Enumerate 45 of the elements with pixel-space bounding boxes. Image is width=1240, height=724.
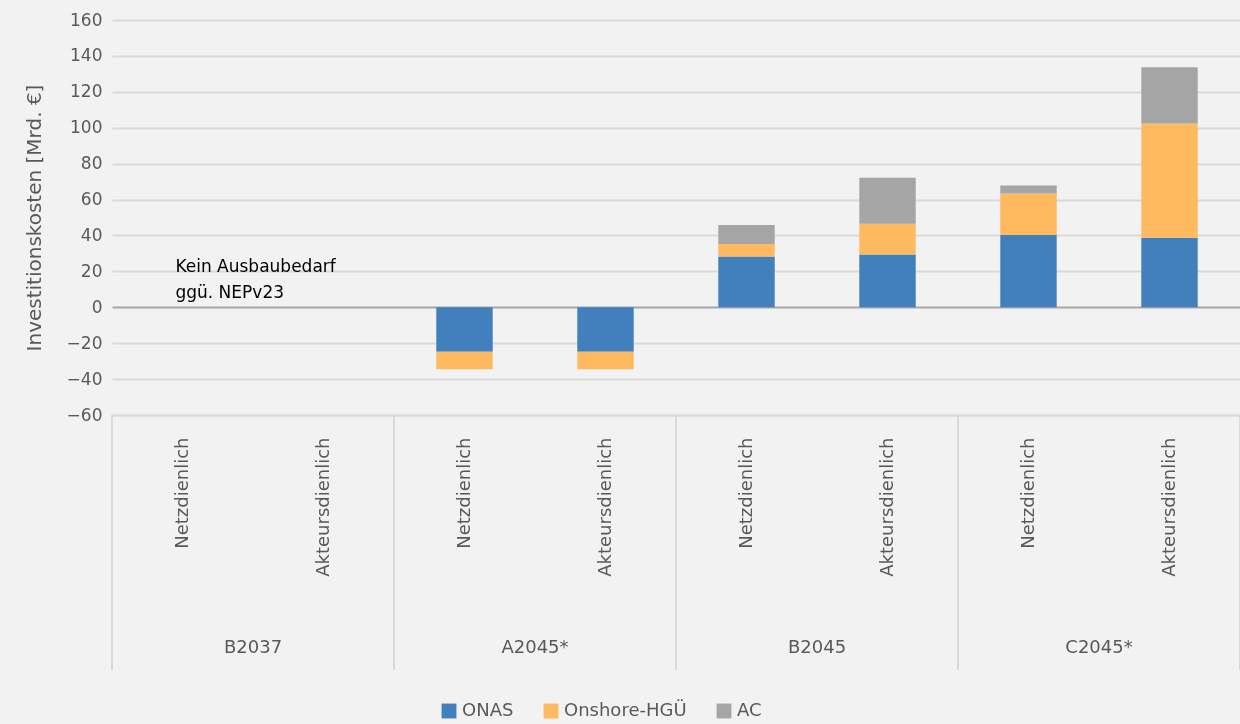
text: A2045* <box>501 636 569 657</box>
y-tick-label: 0 <box>91 296 103 317</box>
x-tick-label: Akteursdienlich <box>875 437 897 577</box>
bar <box>577 307 634 352</box>
bar <box>718 225 775 245</box>
bar <box>577 351 634 370</box>
bar <box>1141 67 1198 124</box>
x-tick-label: Netzdienlich <box>734 437 756 549</box>
y-tick-label: 40 <box>80 224 103 245</box>
y-tick-label: −40 <box>66 368 103 389</box>
y-tick-label: 20 <box>80 260 103 281</box>
x-tick-label: Akteursdienlich <box>1157 437 1179 577</box>
y-tick-label: 120 <box>70 81 103 102</box>
bar <box>859 254 916 308</box>
legend-label: AC <box>737 699 762 720</box>
y-axis-title: Investitionskosten [Mrd. €] <box>21 84 46 352</box>
text: B2045 <box>787 636 847 657</box>
x-tick-label: Akteursdienlich <box>593 437 615 577</box>
bar <box>1000 185 1057 194</box>
x-tick-label: Netzdienlich <box>1016 437 1038 549</box>
bar <box>1000 235 1057 308</box>
bar <box>859 177 916 224</box>
y-tick-label: 100 <box>70 117 103 138</box>
y-tick-label: 160 <box>70 9 103 30</box>
text: C2045* <box>1065 636 1133 657</box>
bar <box>1141 123 1198 238</box>
bar <box>1000 193 1057 236</box>
bar <box>1141 237 1198 308</box>
y-tick-label: −20 <box>66 332 103 353</box>
text: B2037 <box>223 636 283 657</box>
bar <box>718 244 775 257</box>
x-tick-label: Akteursdienlich <box>311 437 333 577</box>
y-tick-label: 60 <box>80 189 103 210</box>
y-tick-label: 140 <box>70 45 103 66</box>
bar <box>436 307 493 352</box>
x-tick-label: Netzdienlich <box>452 437 474 549</box>
legend-label: Onshore-HGÜ <box>564 699 687 720</box>
annotation: Kein Ausbaubedarf ggü. NEPv23 <box>175 256 337 302</box>
bar <box>718 256 775 308</box>
x-tick-label: Netzdienlich <box>170 437 192 549</box>
legend-label: ONAS <box>462 699 514 720</box>
bar <box>859 223 916 255</box>
y-tick-label: −60 <box>66 404 103 425</box>
y-tick-label: 80 <box>80 153 103 174</box>
bar <box>436 351 493 370</box>
